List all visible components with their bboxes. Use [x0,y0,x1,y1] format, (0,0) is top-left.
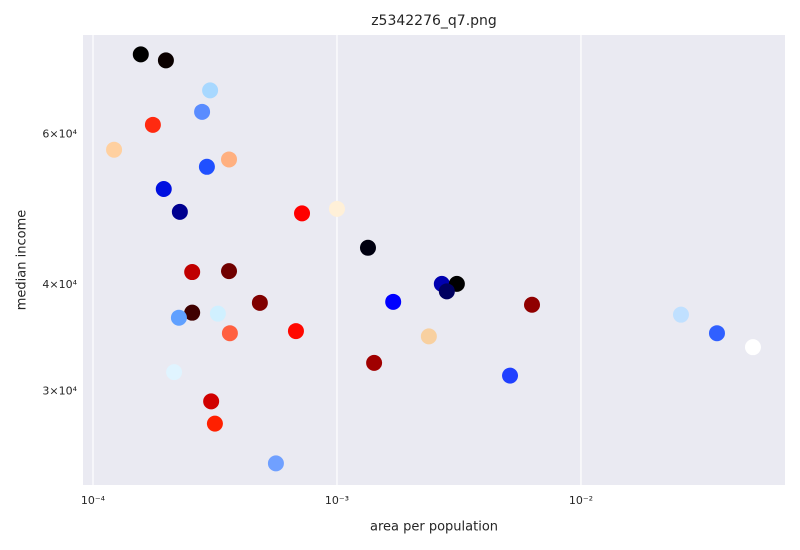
point [184,264,201,281]
x-tick-label: 10⁻³ [325,494,349,507]
chart-title: z5342276_q7.png [371,13,497,29]
point [157,52,174,69]
point [171,203,188,220]
point [420,328,437,345]
point [155,181,172,198]
point [132,46,149,63]
point [194,103,211,120]
point [170,309,187,326]
point [267,455,284,472]
point [221,151,238,168]
point [166,364,183,381]
x-tick-label: 10⁻² [569,494,593,507]
point [209,305,226,322]
x-tick-label: 10⁻⁴ [81,494,106,507]
y-tick-label: 6×10⁴ [42,128,77,141]
point [502,367,519,384]
point [359,239,376,256]
point [523,296,540,313]
point [385,293,402,310]
point [672,306,689,323]
point [744,339,761,356]
point [366,354,383,371]
point [202,82,219,99]
point [251,294,268,311]
point [328,200,345,217]
point [144,116,161,133]
y-axis-label: median income [15,210,30,310]
point [106,141,123,158]
point [294,205,311,222]
point [203,393,220,410]
point [184,304,201,321]
y-tick-label: 3×10⁴ [42,384,77,397]
plot-area [83,35,785,485]
point [221,263,238,280]
point [438,283,455,300]
point [198,158,215,175]
x-axis-label: area per population [370,520,498,535]
y-tick-label: 4×10⁴ [42,278,77,291]
point [287,323,304,340]
point [206,415,223,432]
point [708,325,725,342]
point [221,325,238,342]
